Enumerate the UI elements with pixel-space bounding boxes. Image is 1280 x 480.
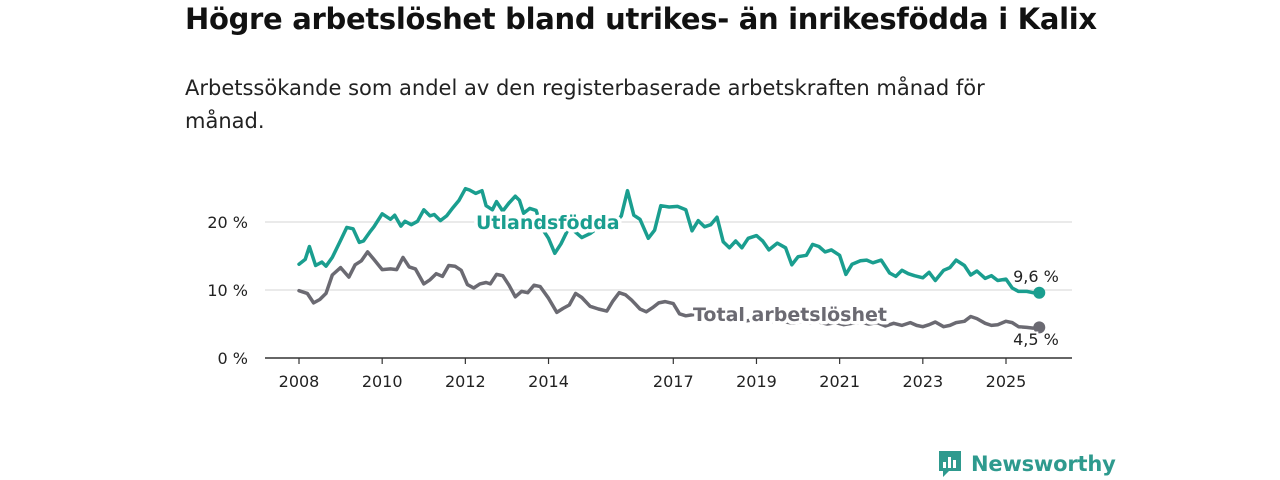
y-tick-label: 10 % (207, 281, 248, 300)
x-tick-label: 2008 (279, 372, 320, 391)
series-labels: Utlandsfödda Total arbetslöshet 9,6 % 4,5 % (473, 209, 1061, 352)
series-label-total: Total arbetslöshet (693, 304, 887, 326)
gridlines (265, 221, 1072, 291)
x-axis: 2008 2010 2012 2014 2017 2019 2021 2023 2025 (265, 357, 1072, 391)
end-label-utlandsfodda: 9,6 % (1013, 267, 1059, 286)
series-line-utlandsfodda (297, 186, 1042, 295)
y-tick-label: 20 % (207, 213, 248, 232)
x-tick-label: 2019 (736, 372, 777, 391)
chart-title: Högre arbetslöshet bland utrikes- än inr… (185, 2, 1097, 36)
chart-subtitle: Arbetssökande som andel av den registerb… (185, 76, 985, 133)
x-tick-label: 2017 (653, 372, 694, 391)
brand-name: Newsworthy (971, 452, 1116, 476)
series-line-utlandsfodda-endpoint (1033, 286, 1046, 299)
x-tick-label: 2012 (445, 372, 486, 391)
y-tick-label: 0 % (218, 349, 248, 368)
newsworthy-logo: Newsworthy (937, 449, 1116, 479)
x-tick-label: 2025 (986, 372, 1027, 391)
newsworthy-icon (939, 451, 961, 477)
series-line-total (297, 250, 1042, 330)
series-line-total-endpoint (1033, 321, 1046, 334)
series-label-utlandsfodda: Utlandsfödda (476, 212, 620, 234)
x-tick-label: 2014 (528, 372, 569, 391)
series-lines (297, 186, 1046, 334)
x-tick-label: 2021 (819, 372, 860, 391)
end-label-total: 4,5 % (1013, 330, 1059, 349)
x-tick-label: 2023 (902, 372, 943, 391)
x-tick-label: 2010 (362, 372, 403, 391)
y-axis-ticks: 0 % 10 % 20 % (207, 213, 248, 368)
